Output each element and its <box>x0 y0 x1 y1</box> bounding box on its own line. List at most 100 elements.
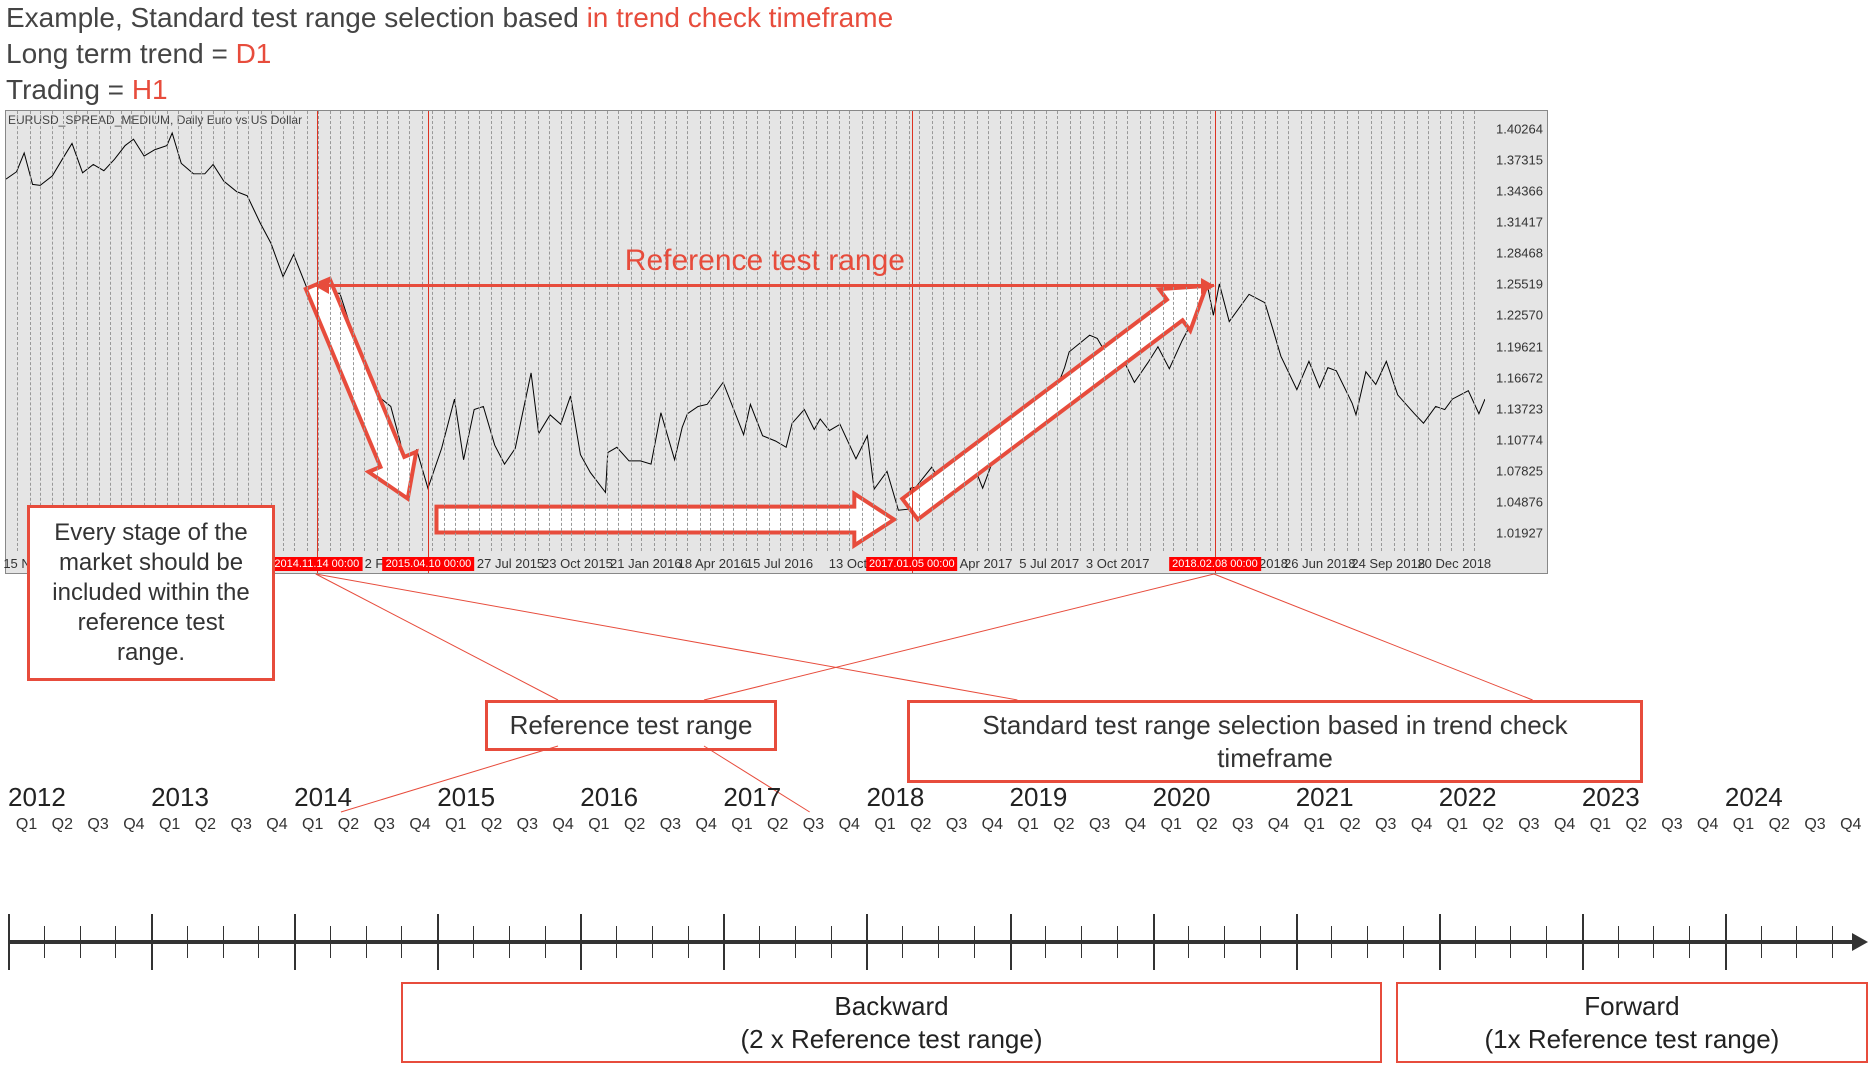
grid-vline <box>792 111 793 551</box>
grid-vline <box>607 111 608 551</box>
timeline-tick-minor <box>1475 926 1476 958</box>
grid-vline <box>491 111 492 551</box>
timeline-tick-minor <box>1117 926 1118 958</box>
grid-vline <box>1173 111 1174 551</box>
timeline-quarter-label: Q4 <box>839 816 860 834</box>
timeline-tick-minor <box>1689 926 1690 958</box>
timeline-tick-minor <box>545 926 546 958</box>
x-axis-tick-label: 15 Jul 2016 <box>746 556 813 571</box>
grid-vline <box>757 111 758 551</box>
timeline-tick-major <box>580 914 582 970</box>
forward-box-line1: Forward <box>1408 990 1856 1023</box>
timeline-year-label: 2015 <box>437 782 495 813</box>
grid-vline <box>307 111 308 551</box>
grid-vline <box>1254 111 1255 551</box>
grid-vline <box>538 111 539 551</box>
timeline-tick-minor <box>44 926 45 958</box>
grid-vline <box>827 111 828 551</box>
timeline-quarter-label: Q1 <box>159 816 180 834</box>
grid-vline <box>964 111 965 551</box>
grid-vline <box>1451 111 1452 551</box>
timeline-quarter-label: Q2 <box>624 816 645 834</box>
header-line-1-prefix: Example, Standard test range selection b… <box>6 2 587 33</box>
grid-vline <box>654 111 655 551</box>
grid-vline <box>1242 111 1243 551</box>
timeline-tick-minor <box>401 926 402 958</box>
timeline-quarter-label: Q1 <box>1017 816 1038 834</box>
timeline-year-label: 2023 <box>1582 782 1640 813</box>
grid-vline <box>1023 111 1024 551</box>
grid-vline <box>525 111 526 551</box>
grid-vline <box>641 111 642 551</box>
grid-vline <box>595 111 596 551</box>
grid-vline <box>746 111 747 551</box>
timeline-quarter-label: Q4 <box>409 816 430 834</box>
timeline-tick-minor <box>759 926 760 958</box>
timeline-quarter-label: Q1 <box>302 816 323 834</box>
timeline-tick-minor <box>330 926 331 958</box>
grid-vline <box>561 111 562 551</box>
x-axis-tick-label: 13 Oct <box>829 556 867 571</box>
grid-vline <box>687 111 688 551</box>
reference-range-arrow <box>316 284 1214 287</box>
timeline-quarter-label: Q4 <box>1840 816 1861 834</box>
timeline-tick-minor <box>1224 926 1225 958</box>
grid-vline <box>40 111 41 551</box>
grid-vline <box>977 111 978 551</box>
timeline-tick-minor <box>616 926 617 958</box>
trend-arrow <box>902 286 1206 520</box>
timeline-quarter-label: Q2 <box>338 816 359 834</box>
backward-box: Backward (2 x Reference test range) <box>401 982 1381 1063</box>
grid-vline <box>1301 111 1302 551</box>
timeline-tick-minor <box>366 926 367 958</box>
x-axis-tick-label: 23 Oct 2015 <box>542 556 613 571</box>
timeline-tick-minor <box>1403 926 1404 958</box>
grid-vline <box>1324 111 1325 551</box>
timeline-year-label: 2014 <box>294 782 352 813</box>
grid-vline <box>364 111 365 551</box>
connector-line <box>704 574 1214 700</box>
timeline-quarter-label: Q2 <box>1196 816 1217 834</box>
marker-date-badge: 2015.04.10 00:00 <box>383 557 475 571</box>
marker-vline <box>1215 111 1216 573</box>
grid-vline <box>1428 111 1429 551</box>
grid-vline <box>1070 111 1071 551</box>
timeline-quarter-label: Q3 <box>1232 816 1253 834</box>
timeline-tick-minor <box>902 926 903 958</box>
grid-vline <box>1474 111 1475 551</box>
timeline-quarter-label: Q3 <box>803 816 824 834</box>
grid-vline <box>178 111 179 551</box>
timeline-tick-major <box>294 914 296 970</box>
y-axis-tick-label: 1.13723 <box>1496 401 1543 416</box>
marker-date-badge: 2014.11.14 00:00 <box>271 557 362 571</box>
timeline-quarter-label: Q3 <box>1089 816 1110 834</box>
grid-vline <box>710 111 711 551</box>
grid-vline <box>387 111 388 551</box>
grid-vline <box>330 111 331 551</box>
grid-vline <box>377 111 378 551</box>
timeline-year-label: 2018 <box>866 782 924 813</box>
grid-vline <box>1150 111 1151 551</box>
timeline-tick-minor <box>652 926 653 958</box>
timeline-quarter-label: Q1 <box>731 816 752 834</box>
backward-box-line1: Backward <box>413 990 1369 1023</box>
grid-vline <box>631 111 632 551</box>
y-axis-tick-label: 1.40264 <box>1496 122 1543 137</box>
x-axis-tick-label: 3 Oct 2017 <box>1086 556 1150 571</box>
x-axis-tick-label: 18 Apr 2016 <box>678 556 748 571</box>
grid-vline <box>849 111 850 551</box>
header-line-1-red: in trend check timeframe <box>587 2 894 33</box>
grid-vline <box>261 111 262 551</box>
timeline-tick-major <box>723 914 725 970</box>
grid-vline <box>571 111 572 551</box>
connector-line <box>316 574 558 700</box>
timeline-quarter-label: Q4 <box>696 816 717 834</box>
timeline-tick-minor <box>258 926 259 958</box>
grid-vline <box>803 111 804 551</box>
timeline-quarter-label: Q4 <box>1268 816 1289 834</box>
grid-vline <box>1358 111 1359 551</box>
timeline-year-label: 2022 <box>1439 782 1497 813</box>
grid-vline <box>224 111 225 551</box>
trend-arrow <box>306 279 416 499</box>
timeline-tick-minor <box>115 926 116 958</box>
